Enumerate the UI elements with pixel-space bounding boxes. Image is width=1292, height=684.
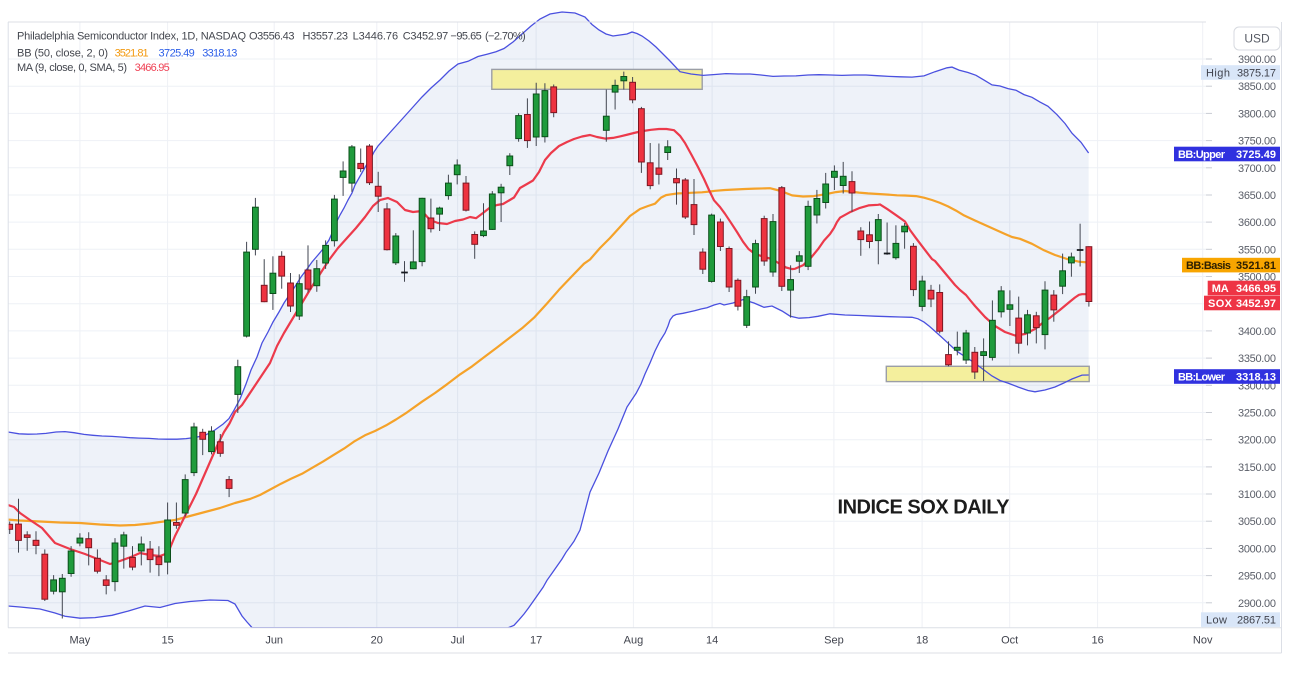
svg-text:(−2.70%): (−2.70%) [485,31,526,43]
svg-text:Jun: Jun [265,635,283,647]
svg-text:BB:Basis: BB:Basis [1186,260,1231,272]
svg-text:3600.00: 3600.00 [1238,217,1276,229]
svg-text:2867.51: 2867.51 [1237,615,1276,627]
svg-text:3318.13: 3318.13 [202,48,237,60]
svg-text:SOX: SOX [1208,298,1233,310]
svg-text:O3556.43: O3556.43 [249,31,295,43]
svg-text:3050.00: 3050.00 [1238,516,1276,528]
svg-text:3650.00: 3650.00 [1238,190,1276,202]
svg-text:3000.00: 3000.00 [1238,543,1276,555]
svg-text:3452.97: 3452.97 [1236,298,1276,310]
svg-text:3200.00: 3200.00 [1238,435,1276,447]
svg-text:3466.95: 3466.95 [135,62,170,74]
svg-text:3750.00: 3750.00 [1238,136,1276,148]
svg-text:Low: Low [1206,615,1227,627]
svg-text:3500.00: 3500.00 [1238,272,1276,284]
svg-text:3466.95: 3466.95 [1236,283,1276,295]
svg-text:2900.00: 2900.00 [1238,598,1276,610]
svg-text:3725.49: 3725.49 [1236,149,1276,161]
svg-text:BB (50, close, 2, 0): BB (50, close, 2, 0) [17,48,108,60]
svg-text:16: 16 [1091,635,1103,647]
svg-text:20: 20 [371,635,383,647]
svg-text:3700.00: 3700.00 [1238,163,1276,175]
svg-text:3318.13: 3318.13 [1236,372,1276,384]
svg-text:3725.49: 3725.49 [159,48,195,60]
svg-text:BB:Upper: BB:Upper [1178,149,1226,161]
svg-text:3875.17: 3875.17 [1237,68,1276,80]
svg-text:3900.00: 3900.00 [1238,54,1276,66]
svg-text:3521.81: 3521.81 [115,48,149,60]
svg-text:3400.00: 3400.00 [1238,326,1276,338]
svg-text:3350.00: 3350.00 [1238,353,1276,365]
svg-text:MA (9, close, 0, SMA, 5): MA (9, close, 0, SMA, 5) [17,62,127,74]
svg-text:C3452.97: C3452.97 [403,31,449,43]
svg-text:−95.65: −95.65 [450,31,481,43]
svg-text:3250.00: 3250.00 [1238,408,1276,420]
svg-text:3800.00: 3800.00 [1238,108,1276,120]
svg-text:2950.00: 2950.00 [1238,571,1276,583]
svg-text:Sep: Sep [824,635,844,647]
svg-text:INDICE SOX DAILY: INDICE SOX DAILY [838,497,1011,519]
svg-text:H3557.23: H3557.23 [303,31,349,43]
svg-text:14: 14 [706,635,718,647]
svg-text:May: May [70,635,91,647]
svg-text:L3446.76: L3446.76 [353,31,399,43]
svg-text:3550.00: 3550.00 [1238,244,1276,256]
svg-text:17: 17 [530,635,542,647]
svg-text:18: 18 [916,635,928,647]
svg-text:3100.00: 3100.00 [1238,489,1276,501]
svg-text:Aug: Aug [624,635,644,647]
svg-text:3850.00: 3850.00 [1238,81,1276,93]
svg-text:3150.00: 3150.00 [1238,462,1276,474]
svg-text:Nov: Nov [1193,635,1213,647]
svg-text:3521.81: 3521.81 [1236,260,1276,272]
svg-text:USD: USD [1244,31,1270,45]
svg-text:Philadelphia Semiconductor Ind: Philadelphia Semiconductor Index, 1D, NA… [17,31,246,43]
svg-text:Jul: Jul [451,635,465,647]
svg-text:High: High [1206,68,1230,80]
svg-text:MA: MA [1212,283,1229,295]
svg-text:15: 15 [161,635,173,647]
svg-text:BB:Lower: BB:Lower [1178,372,1226,384]
svg-text:Oct: Oct [1001,635,1018,647]
